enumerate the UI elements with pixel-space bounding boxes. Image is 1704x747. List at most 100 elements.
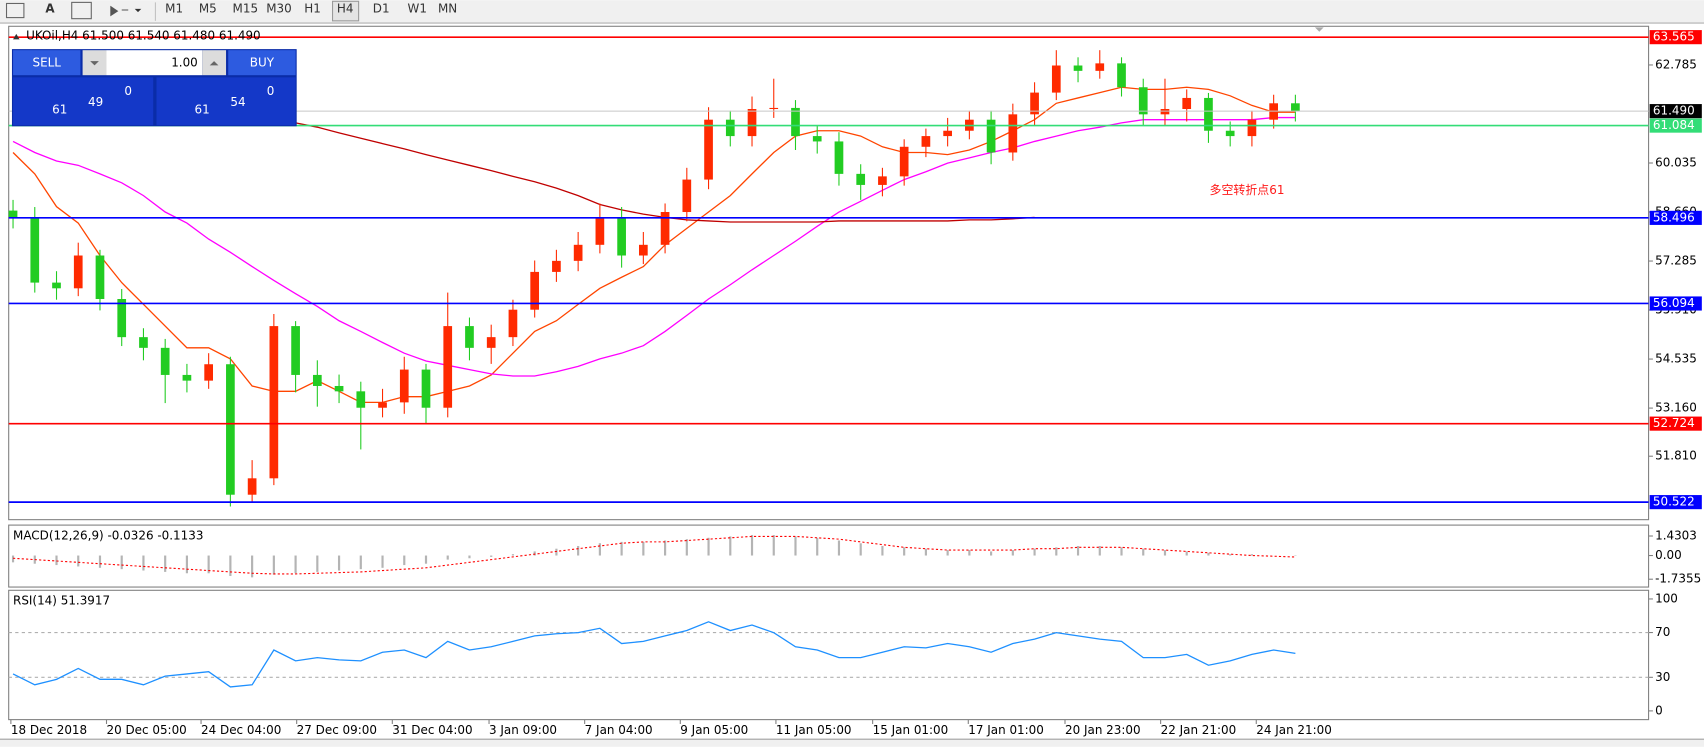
x-tick-label: 9 Jan 05:00 [680, 723, 748, 737]
candle-body [899, 146, 909, 177]
candle-body [52, 282, 61, 289]
text-tool[interactable] [71, 1, 92, 20]
candle-body [1030, 92, 1039, 115]
buy-button[interactable] [228, 50, 296, 76]
x-tick-label: 17 Jan 01:00 [968, 723, 1044, 737]
candle-body [1073, 65, 1083, 71]
price-level-label: 63.565 [1653, 30, 1695, 44]
x-tick-label: 20 Jan 23:00 [1065, 723, 1141, 737]
candle-body [399, 369, 409, 403]
annotation: 多空转折点61 [1210, 182, 1285, 197]
timeframe-button[interactable]: H1 [304, 1, 321, 15]
candle-body [139, 337, 148, 348]
candle-body [30, 217, 40, 283]
price-level-label: 56.094 [1653, 296, 1695, 310]
moving-average [12, 116, 1296, 377]
scroll-marker [1314, 27, 1324, 32]
x-tick-label: 24 Dec 04:00 [201, 723, 281, 737]
y-tick-label: 60.035 [1655, 156, 1697, 170]
candle-body [508, 309, 518, 338]
up-arrow [209, 61, 219, 66]
candle-body [530, 271, 540, 310]
timeframe-button[interactable]: D1 [373, 1, 390, 15]
candle-body [921, 136, 931, 147]
price-level-label: 52.724 [1653, 416, 1695, 430]
candle-body [247, 478, 257, 495]
y-tick-label: 1.4303 [1655, 529, 1697, 543]
active-timeframe [331, 0, 360, 22]
candle-body [465, 326, 474, 348]
sell-button[interactable] [13, 50, 81, 76]
ask-box[interactable] [156, 77, 296, 126]
y-tick-label: 30 [1655, 670, 1670, 684]
candle-body [595, 217, 605, 245]
x-tick-label: 7 Jan 04:00 [585, 723, 653, 737]
candle-body [769, 107, 779, 110]
rsi-line [12, 621, 1296, 688]
price-level-label: 58.496 [1653, 210, 1695, 224]
candle-body [291, 326, 300, 375]
y-tick-label: 54.535 [1655, 352, 1697, 366]
price-level-box [1649, 118, 1702, 133]
candle-body [443, 326, 453, 408]
ask-main: 54 [230, 95, 245, 109]
candle-body [421, 369, 431, 408]
timeframe-button[interactable]: H4 [337, 1, 354, 15]
objects-tool[interactable] [110, 5, 129, 17]
timeframe-button[interactable]: M15 [233, 1, 259, 15]
timeframe-button[interactable]: M30 [266, 1, 292, 15]
timeframe-button[interactable]: M5 [199, 1, 217, 15]
indicator-title: MACD(12,26,9) -0.0326 -0.1133 [13, 528, 203, 542]
x-tick-label: 18 Dec 2018 [11, 723, 87, 737]
candle-body [8, 210, 18, 218]
volume-value: 1.00 [171, 56, 198, 70]
toolbar: A M1 M5 M15 M30 H1 H4 D1 W1 MN [0, 0, 1704, 24]
timeframe-button[interactable]: M1 [165, 1, 183, 15]
candle-body [856, 173, 866, 185]
y-tick-label: 57.285 [1655, 254, 1697, 268]
chart-icon[interactable] [5, 2, 25, 19]
title-icon [13, 33, 20, 40]
candle-body [660, 212, 670, 245]
price-level-label: 50.522 [1653, 495, 1695, 509]
sell-label: SELL [33, 56, 62, 70]
timeframe-button[interactable]: MN [438, 1, 457, 15]
candle-body [160, 347, 170, 375]
candle-body [573, 244, 583, 261]
price-level-box [1649, 416, 1702, 431]
buy-label: BUY [250, 56, 275, 70]
y-tick-label: 0 [1655, 703, 1663, 717]
chart-title: UKOil,H4 61.500 61.540 61.480 61.490 [26, 29, 261, 43]
x-tick-label: 31 Dec 04:00 [392, 723, 472, 737]
tab-strip [0, 739, 1704, 747]
candle-body [1247, 119, 1257, 137]
x-tick-label: 15 Jan 01:00 [873, 723, 949, 737]
candle-body [552, 260, 561, 272]
bid-big: 61 [52, 102, 67, 116]
volume-input[interactable] [106, 50, 203, 76]
ask-sup: 0 [267, 84, 275, 98]
dropdown-arrow[interactable] [134, 8, 142, 13]
timeframe-button[interactable]: W1 [408, 1, 427, 15]
x-tick-label: 20 Dec 05:00 [107, 723, 187, 737]
candle-body [704, 119, 713, 180]
icon-shape [5, 2, 25, 19]
plot-area: 62.78560.03558.66057.28555.91054.53553.1… [8, 29, 1702, 737]
y-tick-label: 100 [1655, 591, 1678, 605]
x-tick-label: 22 Jan 21:00 [1161, 723, 1237, 737]
candle-body [682, 179, 692, 213]
x-tick-label: 11 Jan 05:00 [776, 723, 852, 737]
candle-body [1204, 97, 1213, 131]
y-tick-label: -1.7355 [1655, 572, 1701, 586]
bid-box[interactable] [13, 77, 154, 126]
font-button[interactable]: A [45, 1, 55, 15]
candle-body [1095, 63, 1105, 71]
candle-body [639, 244, 648, 256]
price-level-box [1649, 296, 1702, 311]
price-level-label: 61.490 [1653, 104, 1695, 118]
candle-body [204, 364, 213, 381]
bid-sup: 0 [124, 84, 132, 98]
price-level-box [1649, 30, 1702, 45]
